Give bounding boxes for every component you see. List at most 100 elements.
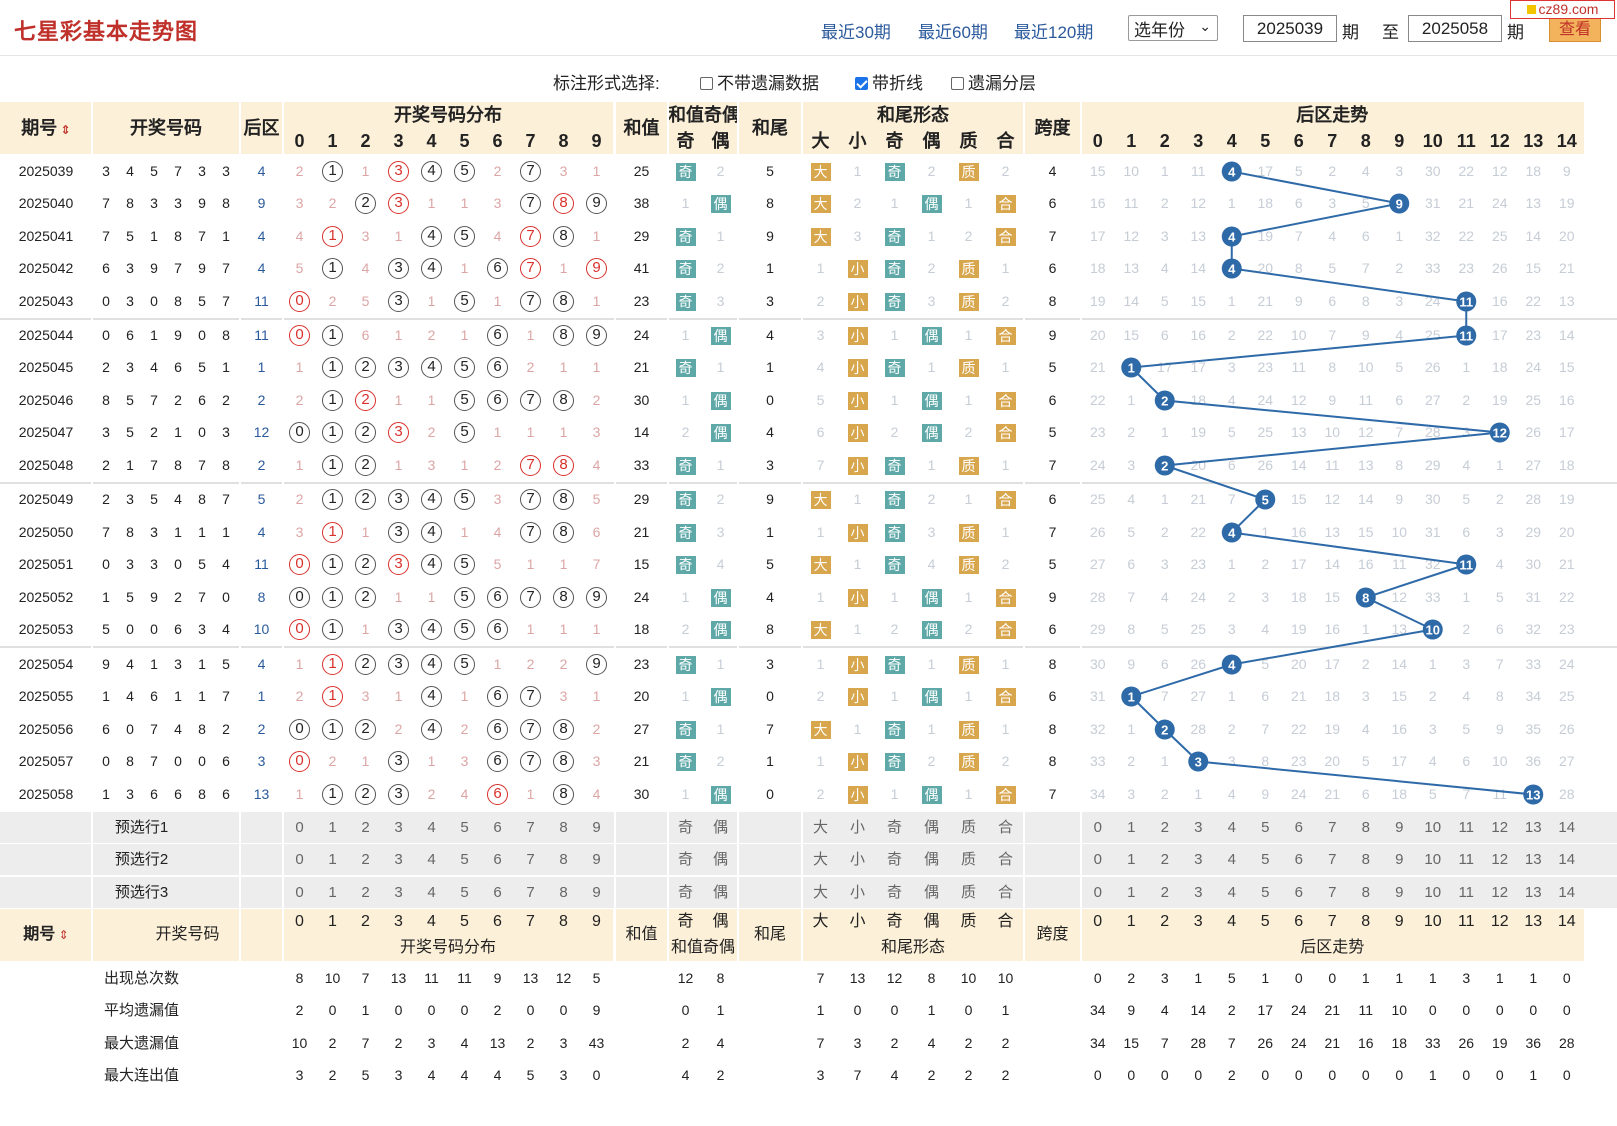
- preselect-digit[interactable]: 7: [526, 884, 535, 901]
- preselect-digit[interactable]: 2: [361, 819, 370, 836]
- preselect-digit[interactable]: 2: [361, 884, 370, 901]
- preselect-digit[interactable]: 9: [592, 851, 601, 868]
- preselect-tf[interactable]: 质: [960, 884, 976, 901]
- preselect-bt[interactable]: 3: [1194, 884, 1203, 901]
- footer-issue[interactable]: 期号 ⇕: [0, 909, 92, 961]
- preselect-digit[interactable]: 8: [559, 819, 568, 836]
- preselect-tf[interactable]: 奇: [886, 819, 902, 836]
- preselect-digit[interactable]: 5: [460, 884, 469, 901]
- preselect-digit[interactable]: 0: [295, 851, 304, 868]
- preselect-oe[interactable]: 奇: [677, 851, 693, 868]
- preselect-bt[interactable]: 10: [1424, 884, 1442, 901]
- preselect-oe[interactable]: 偶: [712, 884, 728, 901]
- link-last-60[interactable]: 最近60期: [918, 23, 988, 42]
- preselect-bt[interactable]: 9: [1395, 851, 1404, 868]
- preselect-bt[interactable]: 2: [1160, 819, 1169, 836]
- preselect-bt[interactable]: 2: [1160, 851, 1169, 868]
- preselect-digit[interactable]: 1: [328, 819, 337, 836]
- preselect-bt[interactable]: 13: [1524, 851, 1542, 868]
- preselect-digit[interactable]: 8: [559, 851, 568, 868]
- preselect-bt[interactable]: 13: [1524, 819, 1542, 836]
- preselect-row[interactable]: [0, 844, 1617, 875]
- preselect-digit[interactable]: 0: [295, 819, 304, 836]
- preselect-digit[interactable]: 1: [328, 884, 337, 901]
- preselect-bt[interactable]: 6: [1294, 851, 1303, 868]
- option-no-miss[interactable]: 不带遗漏数据: [700, 69, 819, 94]
- preselect-bt[interactable]: 0: [1093, 851, 1102, 868]
- preselect-oe[interactable]: 偶: [712, 851, 728, 868]
- preselect-bt[interactable]: 7: [1328, 851, 1337, 868]
- preselect-tf[interactable]: 大: [812, 884, 828, 901]
- checkbox-polyline[interactable]: [855, 77, 868, 90]
- option-polyline[interactable]: 带折线: [855, 69, 923, 94]
- preselect-bt[interactable]: 12: [1491, 819, 1509, 836]
- preselect-bt[interactable]: 11: [1458, 884, 1475, 901]
- preselect-bt[interactable]: 11: [1458, 819, 1475, 836]
- preselect-bt[interactable]: 1: [1127, 851, 1136, 868]
- preselect-digit[interactable]: 4: [427, 884, 436, 901]
- preselect-tf[interactable]: 偶: [923, 819, 939, 836]
- preselect-row[interactable]: [0, 812, 1617, 843]
- preselect-bt[interactable]: 1: [1127, 884, 1136, 901]
- preselect-bt[interactable]: 4: [1227, 819, 1236, 836]
- preselect-bt[interactable]: 10: [1424, 819, 1442, 836]
- from-issue-input[interactable]: [1243, 15, 1337, 42]
- preselect-digit[interactable]: 8: [559, 884, 568, 901]
- view-button[interactable]: 查看: [1549, 17, 1601, 42]
- preselect-tf[interactable]: 偶: [923, 884, 939, 901]
- preselect-digit[interactable]: 5: [460, 819, 469, 836]
- preselect-oe[interactable]: 奇: [677, 884, 693, 901]
- option-miss-layer[interactable]: 遗漏分层: [951, 69, 1036, 94]
- preselect-bt[interactable]: 5: [1261, 819, 1270, 836]
- preselect-bt[interactable]: 8: [1361, 819, 1370, 836]
- preselect-bt[interactable]: 3: [1194, 819, 1203, 836]
- preselect-tf[interactable]: 奇: [886, 851, 902, 868]
- preselect-bt[interactable]: 4: [1227, 851, 1236, 868]
- preselect-bt[interactable]: 5: [1261, 884, 1270, 901]
- checkbox-miss-layer[interactable]: [951, 77, 964, 90]
- preselect-bt[interactable]: 12: [1491, 884, 1509, 901]
- preselect-tf[interactable]: 小: [849, 851, 865, 868]
- preselect-digit[interactable]: 7: [526, 851, 535, 868]
- preselect-digit[interactable]: 6: [493, 819, 502, 836]
- preselect-digit[interactable]: 3: [394, 851, 403, 868]
- preselect-tf[interactable]: 小: [849, 819, 865, 836]
- preselect-bt[interactable]: 4: [1227, 884, 1236, 901]
- preselect-bt[interactable]: 11: [1458, 851, 1475, 868]
- preselect-bt[interactable]: 14: [1558, 884, 1576, 901]
- preselect-row[interactable]: [0, 877, 1617, 908]
- preselect-bt[interactable]: 1: [1127, 819, 1136, 836]
- preselect-bt[interactable]: 7: [1328, 819, 1337, 836]
- preselect-bt[interactable]: 9: [1395, 884, 1404, 901]
- preselect-bt[interactable]: 6: [1294, 884, 1303, 901]
- preselect-digit[interactable]: 7: [526, 819, 535, 836]
- preselect-digit[interactable]: 3: [394, 884, 403, 901]
- preselect-bt[interactable]: 8: [1361, 851, 1370, 868]
- preselect-tf[interactable]: 大: [812, 851, 828, 868]
- preselect-bt[interactable]: 8: [1361, 884, 1370, 901]
- preselect-tf[interactable]: 偶: [923, 851, 939, 868]
- preselect-bt[interactable]: 9: [1395, 819, 1404, 836]
- preselect-bt[interactable]: 14: [1558, 819, 1576, 836]
- preselect-bt[interactable]: 0: [1093, 884, 1102, 901]
- preselect-tf[interactable]: 合: [997, 851, 1013, 868]
- preselect-tf[interactable]: 大: [812, 819, 828, 836]
- preselect-tf[interactable]: 质: [960, 851, 976, 868]
- preselect-bt[interactable]: 3: [1194, 851, 1203, 868]
- preselect-bt[interactable]: 14: [1558, 851, 1576, 868]
- preselect-tf[interactable]: 合: [997, 884, 1013, 901]
- preselect-tf[interactable]: 小: [849, 884, 865, 901]
- year-select[interactable]: 选年份 ⌄: [1128, 15, 1218, 41]
- checkbox-no-miss[interactable]: [700, 77, 713, 90]
- preselect-bt[interactable]: 10: [1424, 851, 1442, 868]
- preselect-tf[interactable]: 奇: [886, 884, 902, 901]
- preselect-digit[interactable]: 9: [592, 819, 601, 836]
- preselect-digit[interactable]: 1: [328, 851, 337, 868]
- header-issue[interactable]: 期号 ⇕: [0, 102, 92, 154]
- preselect-bt[interactable]: 7: [1328, 884, 1337, 901]
- preselect-bt[interactable]: 6: [1294, 819, 1303, 836]
- preselect-bt[interactable]: 12: [1491, 851, 1509, 868]
- preselect-digit[interactable]: 4: [427, 851, 436, 868]
- preselect-bt[interactable]: 13: [1524, 884, 1542, 901]
- preselect-tf[interactable]: 质: [960, 819, 976, 836]
